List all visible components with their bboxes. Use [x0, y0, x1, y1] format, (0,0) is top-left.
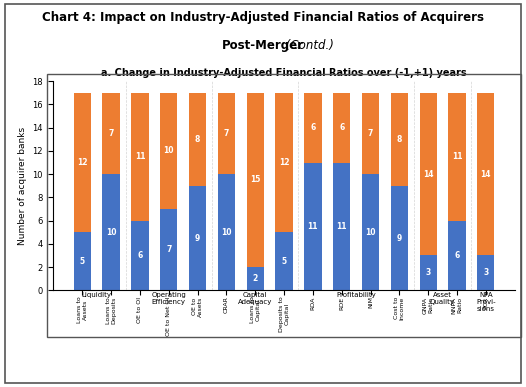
- Text: 11: 11: [135, 152, 145, 161]
- Text: 5: 5: [80, 257, 85, 266]
- Bar: [448, 93, 466, 221]
- Bar: [362, 93, 379, 174]
- Bar: [362, 174, 379, 290]
- Bar: [74, 232, 91, 290]
- Text: 9: 9: [397, 233, 402, 243]
- Text: 7: 7: [108, 129, 114, 138]
- Bar: [103, 93, 120, 174]
- Text: 8: 8: [397, 135, 402, 144]
- Bar: [448, 221, 466, 290]
- Text: 14: 14: [481, 170, 491, 179]
- Bar: [333, 93, 350, 163]
- Text: 7: 7: [368, 129, 373, 138]
- Text: 8: 8: [195, 135, 200, 144]
- Bar: [132, 221, 148, 290]
- Bar: [304, 163, 321, 290]
- Text: 10: 10: [164, 146, 174, 156]
- Text: Operating
Efficiency: Operating Efficiency: [151, 292, 186, 305]
- Bar: [74, 93, 91, 232]
- Text: 10: 10: [365, 228, 376, 237]
- Text: 6: 6: [339, 123, 345, 132]
- Text: 6: 6: [137, 251, 143, 260]
- Text: 3: 3: [483, 268, 489, 277]
- Text: 11: 11: [452, 152, 462, 161]
- Text: 9: 9: [195, 233, 200, 243]
- Bar: [189, 186, 206, 290]
- Bar: [103, 174, 120, 290]
- Bar: [276, 232, 292, 290]
- Text: NPA
Provi-
sions: NPA Provi- sions: [476, 292, 495, 312]
- Text: (Contd.): (Contd.): [282, 39, 333, 52]
- Text: 11: 11: [308, 222, 318, 231]
- Text: 10: 10: [221, 228, 231, 237]
- Bar: [160, 209, 177, 290]
- Bar: [247, 267, 264, 290]
- Text: 14: 14: [423, 170, 433, 179]
- Bar: [276, 93, 292, 232]
- Text: Post-Merger: Post-Merger: [222, 39, 304, 52]
- Text: 11: 11: [337, 222, 347, 231]
- Bar: [304, 93, 321, 163]
- Text: 6: 6: [310, 123, 316, 132]
- Bar: [218, 93, 235, 174]
- Bar: [391, 93, 408, 186]
- Bar: [477, 93, 494, 255]
- Bar: [247, 93, 264, 267]
- Text: 10: 10: [106, 228, 116, 237]
- Bar: [391, 186, 408, 290]
- Text: 15: 15: [250, 175, 260, 185]
- Bar: [333, 163, 350, 290]
- Bar: [189, 93, 206, 186]
- Text: Capital
Adequacy: Capital Adequacy: [238, 292, 272, 305]
- Text: 12: 12: [77, 158, 87, 167]
- Text: 2: 2: [252, 274, 258, 283]
- Text: Asset
Quality: Asset Quality: [430, 292, 455, 305]
- Text: 7: 7: [224, 129, 229, 138]
- Bar: [420, 255, 437, 290]
- Bar: [420, 93, 437, 255]
- Text: 6: 6: [454, 251, 460, 260]
- Bar: [132, 93, 148, 221]
- Bar: [477, 255, 494, 290]
- Text: 3: 3: [426, 268, 431, 277]
- Text: 5: 5: [281, 257, 287, 266]
- Bar: [160, 93, 177, 209]
- Text: Chart 4: Impact on Industry-Adjusted Financial Ratios of Acquirers: Chart 4: Impact on Industry-Adjusted Fin…: [42, 11, 484, 24]
- Title: a. Change in Industry-Adjusted Financial Ratios over (-1,+1) years: a. Change in Industry-Adjusted Financial…: [101, 68, 467, 78]
- Bar: [218, 174, 235, 290]
- Y-axis label: Number of acquirer banks: Number of acquirer banks: [18, 127, 27, 245]
- Text: Profitability: Profitability: [336, 292, 376, 298]
- Text: 12: 12: [279, 158, 289, 167]
- Text: 7: 7: [166, 245, 171, 254]
- Text: Liquidity: Liquidity: [82, 292, 112, 298]
